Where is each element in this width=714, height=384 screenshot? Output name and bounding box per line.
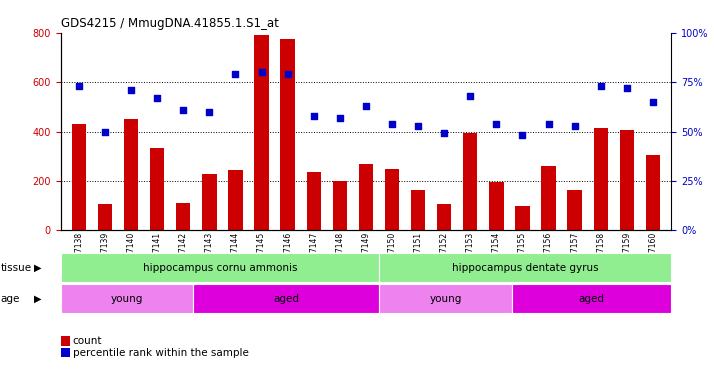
Point	[178, 107, 189, 113]
Text: hippocampus cornu ammonis: hippocampus cornu ammonis	[143, 263, 297, 273]
Bar	[358, 164, 373, 230]
Point	[569, 122, 580, 129]
Point	[230, 71, 241, 77]
Bar	[124, 119, 139, 230]
Bar	[228, 170, 243, 230]
Text: young: young	[429, 293, 462, 304]
Bar	[61, 253, 379, 282]
Point	[386, 121, 398, 127]
Point	[517, 132, 528, 139]
Bar	[379, 253, 671, 282]
Bar	[193, 284, 379, 313]
Point	[126, 87, 137, 93]
Bar	[541, 166, 555, 230]
Text: age: age	[1, 293, 20, 304]
Point	[621, 85, 633, 91]
Bar	[281, 39, 295, 230]
Point	[438, 131, 450, 137]
Point	[595, 83, 606, 89]
Bar	[620, 130, 634, 230]
Bar	[254, 35, 268, 230]
Text: aged: aged	[273, 293, 299, 304]
Bar	[61, 284, 193, 313]
Bar	[379, 284, 512, 313]
Bar	[72, 124, 86, 230]
Text: count: count	[73, 336, 102, 346]
Bar	[385, 169, 399, 230]
Bar	[437, 204, 451, 230]
Point	[413, 122, 424, 129]
Point	[99, 129, 111, 135]
Bar	[333, 181, 347, 230]
Bar	[98, 204, 112, 230]
Text: percentile rank within the sample: percentile rank within the sample	[73, 348, 248, 358]
Bar	[593, 128, 608, 230]
Point	[151, 95, 163, 101]
Text: tissue: tissue	[1, 263, 32, 273]
Point	[543, 121, 554, 127]
Bar	[512, 284, 671, 313]
Point	[203, 109, 215, 115]
Bar	[516, 206, 530, 230]
Point	[647, 99, 658, 105]
Text: ▶: ▶	[34, 263, 42, 273]
Bar	[463, 133, 478, 230]
Point	[334, 114, 346, 121]
Bar	[202, 174, 216, 230]
Point	[282, 71, 293, 77]
Bar	[176, 203, 191, 230]
Text: young: young	[111, 293, 144, 304]
Bar	[150, 147, 164, 230]
Bar	[411, 190, 426, 230]
Point	[74, 83, 85, 89]
Point	[256, 69, 267, 75]
Text: ▶: ▶	[34, 293, 42, 304]
Bar	[645, 155, 660, 230]
Text: aged: aged	[578, 293, 605, 304]
Bar	[489, 182, 503, 230]
Bar	[306, 172, 321, 230]
Text: hippocampus dentate gyrus: hippocampus dentate gyrus	[452, 263, 598, 273]
Point	[491, 121, 502, 127]
Point	[308, 113, 319, 119]
Point	[465, 93, 476, 99]
Point	[360, 103, 371, 109]
Bar	[568, 190, 582, 230]
Text: GDS4215 / MmugDNA.41855.1.S1_at: GDS4215 / MmugDNA.41855.1.S1_at	[61, 17, 278, 30]
